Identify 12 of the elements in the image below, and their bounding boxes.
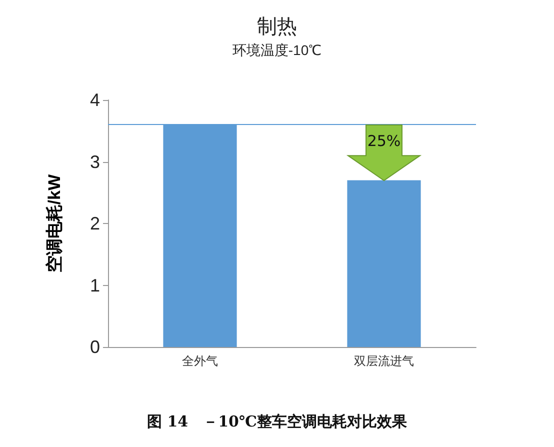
annotation: 25% bbox=[366, 131, 402, 152]
y-tick-label: 0 bbox=[90, 337, 100, 357]
y-tick-label: 2 bbox=[90, 214, 100, 234]
chart-title: 制热 bbox=[257, 16, 297, 38]
chart-subtitle: 环境温度-10℃ bbox=[232, 42, 322, 58]
caption: 图 14 －10℃整车空调电耗对比效果 bbox=[147, 412, 408, 430]
y-tick-label: 1 bbox=[90, 275, 100, 296]
y-tick-label: 3 bbox=[90, 152, 100, 172]
x-tick-label: 双层流进气 bbox=[354, 354, 414, 368]
y-tick-label: 4 bbox=[90, 90, 100, 110]
x-tick-label: 全外气 bbox=[182, 354, 218, 368]
y-axis-title: 空调电耗/kW bbox=[45, 173, 64, 273]
